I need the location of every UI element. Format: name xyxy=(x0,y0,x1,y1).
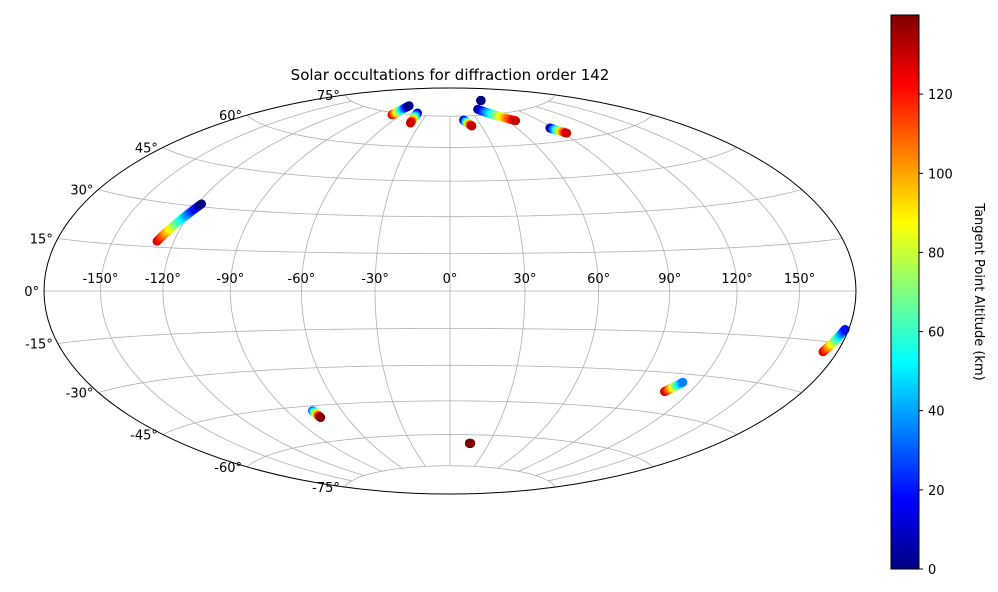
y-tick-label: 15° xyxy=(30,232,53,247)
colorbar-tick-label: 60 xyxy=(928,326,945,341)
parallel xyxy=(57,238,843,254)
colorbar-tick-label: 120 xyxy=(928,88,953,103)
colorbar-tick-label: 20 xyxy=(928,484,945,499)
y-tick-label: -75° xyxy=(312,481,340,496)
x-tick-label: -30° xyxy=(361,272,389,287)
x-tick-label: 60° xyxy=(587,272,610,287)
y-tick-label: 45° xyxy=(135,141,158,156)
parallel xyxy=(162,400,738,435)
colorbar-tick-label: 0 xyxy=(928,563,936,578)
parallel xyxy=(162,147,738,182)
x-tick-label: -60° xyxy=(288,272,316,287)
x-tick-label: 150° xyxy=(784,272,815,287)
x-tick-label: -120° xyxy=(145,272,181,287)
chart-title: Solar occultations for diffraction order… xyxy=(291,66,610,84)
y-tick-label: 75° xyxy=(317,89,340,104)
data-point xyxy=(466,438,476,448)
y-tick-label: -15° xyxy=(25,338,53,353)
data-point xyxy=(404,101,414,111)
data-point xyxy=(476,95,486,105)
latitude-tick-labels: -75° -60° -45° -30° -15° 0° 15° 30° 45° 60° 75° xyxy=(24,89,340,496)
x-tick-label: 120° xyxy=(721,272,752,287)
data-point xyxy=(467,121,477,131)
y-tick-label: 30° xyxy=(70,184,93,199)
y-tick-label: -45° xyxy=(130,429,158,444)
data-point xyxy=(197,199,207,209)
x-tick-label: -150° xyxy=(82,272,118,287)
parallel xyxy=(344,465,556,488)
data-point xyxy=(511,116,521,126)
x-tick-label: -90° xyxy=(216,272,244,287)
data-point xyxy=(316,413,326,423)
data-point xyxy=(562,128,572,138)
x-tick-label: 90° xyxy=(658,272,681,287)
occultation-points xyxy=(152,95,850,448)
colorbar-tick-label: 100 xyxy=(928,167,953,182)
map-outline xyxy=(43,87,857,495)
colorbar-label: Tangent Point Altitude (km) xyxy=(971,202,986,380)
data-point xyxy=(678,377,688,387)
parallel xyxy=(98,364,802,393)
y-tick-label: 0° xyxy=(24,285,39,300)
longitude-tick-labels: -150° -120° -90° -60° -30° 0° 30° 60° 90° 120° 150… xyxy=(82,272,815,287)
parallel xyxy=(246,434,654,468)
parallel xyxy=(57,328,843,344)
colorbar-tick-label: 80 xyxy=(928,246,945,261)
colorbar-tick-label: 40 xyxy=(928,405,945,420)
y-tick-label: -30° xyxy=(66,387,94,402)
y-tick-label: -60° xyxy=(214,461,242,476)
graticule xyxy=(44,94,856,488)
parallel xyxy=(344,94,556,117)
colorbar xyxy=(890,14,920,570)
data-point xyxy=(405,118,415,128)
parallel xyxy=(246,114,654,148)
y-tick-label: 60° xyxy=(219,109,242,124)
x-tick-label: 0° xyxy=(443,272,458,287)
colorbar-ticks: 0 20 40 60 80 100 120 xyxy=(919,88,953,578)
x-tick-label: 30° xyxy=(513,272,536,287)
